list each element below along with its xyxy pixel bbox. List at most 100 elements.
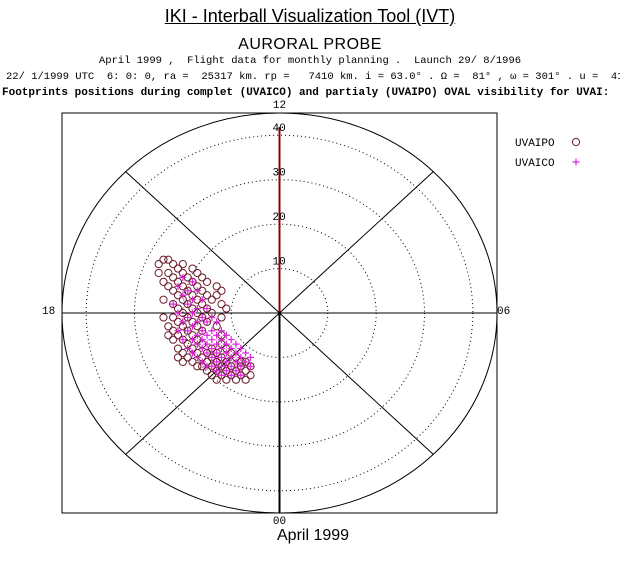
uvaipo-point	[217, 286, 226, 295]
legend-label-uvaipo: UVAIPO	[515, 138, 555, 150]
uvaico-point	[208, 327, 216, 335]
uvaipo-point	[246, 371, 255, 380]
app-title-text: IKI - Interball Visualization Tool (IVT)	[164, 6, 456, 26]
uvaico-point	[237, 345, 245, 353]
uvaipo-point	[222, 357, 231, 366]
uvaico-point	[184, 345, 192, 353]
uvaico-point	[198, 345, 206, 353]
legend-marker-circle	[571, 137, 581, 147]
uvaico-point	[218, 336, 225, 344]
uvaico-point	[218, 345, 225, 353]
uvaico-point	[208, 336, 216, 344]
uvaipo-point	[202, 348, 212, 358]
uvaico-point	[203, 331, 211, 339]
uvaipo-point	[198, 313, 207, 322]
uvaico-point	[184, 300, 192, 308]
uvaico-point	[232, 367, 240, 375]
legend: UVAIPO UVAICO	[515, 137, 581, 170]
uvaico-point	[213, 358, 221, 366]
uvaico-point	[227, 345, 235, 353]
info-line-2: 22/ 1/1999 UTC 6: 0: 0, ra = 25317 km. r…	[6, 71, 620, 83]
uvaipo-point	[169, 273, 178, 282]
time-label-top: 12	[273, 100, 286, 112]
uvaico-point	[193, 340, 201, 348]
uvaipo-point	[241, 366, 250, 375]
uvaico-point	[222, 331, 230, 339]
uvaipo-point	[159, 295, 168, 304]
uvaico-point	[247, 362, 254, 370]
uvaipo-point	[169, 260, 178, 269]
uvaico-point	[189, 296, 196, 304]
uvaico-point	[203, 340, 211, 348]
uvaipo-point	[188, 357, 197, 366]
uvaipo-point	[231, 366, 241, 375]
uvaipo-point	[217, 313, 226, 322]
uvaico-point	[189, 336, 196, 344]
uvaipo-point	[178, 348, 187, 358]
uvaico-point	[222, 340, 230, 348]
uvaipo-point	[212, 366, 221, 375]
info-line-3: Footprints positions during complet (UVA…	[2, 87, 610, 99]
uvaico-point	[222, 349, 230, 357]
time-label-bottom: 00	[273, 516, 286, 528]
uvaico-point	[222, 358, 230, 366]
uvaico-point	[174, 327, 182, 335]
uvaico-point	[198, 327, 206, 335]
uvaico-point	[189, 309, 196, 317]
uvaipo-point	[178, 357, 187, 366]
uvaico-point	[232, 358, 240, 366]
uvaico-point	[218, 353, 225, 361]
uvaico-point	[198, 313, 206, 321]
time-label-left: 18	[42, 306, 55, 318]
uvaipo-point	[188, 277, 197, 286]
uvaico-point	[213, 349, 221, 357]
uvaipo-point	[193, 268, 202, 278]
uvaipo-point	[207, 371, 216, 380]
uvaipo-point	[207, 353, 216, 362]
uvaipo-point	[227, 362, 236, 371]
ring-label-30: 30	[273, 168, 286, 180]
polar-grid	[61, 112, 498, 514]
uvaipo-point	[183, 313, 192, 322]
uvaipo-point	[193, 362, 202, 371]
uvaico-point	[222, 367, 230, 375]
uvaico-point	[208, 345, 216, 353]
uvaipo-point	[217, 300, 226, 309]
uvaipo-point	[154, 268, 163, 278]
uvaipo-point	[227, 371, 236, 380]
legend-label-uvaico: UVAICO	[515, 158, 555, 170]
data-points	[154, 255, 255, 384]
uvaipo-point	[212, 357, 221, 366]
uvaipo-point	[169, 335, 178, 344]
uvaico-point	[203, 349, 211, 357]
uvaico-point	[213, 318, 221, 326]
uvaico-point	[227, 353, 235, 361]
uvaipo-point	[217, 362, 226, 371]
uvaipo-point	[241, 375, 250, 384]
uvaico-point	[184, 313, 192, 321]
uvaico-point	[193, 318, 201, 326]
uvaico-point	[237, 371, 245, 379]
chart-subtitle: AURORAL PROBE	[238, 36, 382, 53]
uvaico-point	[179, 336, 187, 344]
uvaipo-point	[188, 264, 197, 273]
uvaico-point	[213, 331, 221, 339]
uvaipo-point	[183, 326, 192, 335]
uvaico-point	[237, 353, 245, 361]
uvaico-point	[227, 336, 235, 344]
uvaipo-point	[183, 286, 192, 295]
diagonal-line-2	[125, 171, 434, 455]
uvaipo-point	[222, 366, 231, 375]
uvaipo-point	[173, 344, 183, 353]
uvaipo-point	[222, 375, 231, 384]
uvaipo-point	[202, 277, 212, 286]
uvaipo-point	[207, 295, 216, 304]
uvaipo-point	[178, 335, 187, 344]
info-line-1: April 1999 , Flight data for monthly pla…	[98, 55, 522, 67]
uvaico-point	[218, 327, 225, 335]
uvaico-point	[189, 322, 196, 330]
uvaipo-point	[241, 357, 250, 366]
uvaipo-point	[169, 286, 178, 295]
uvaipo-point	[164, 282, 173, 291]
